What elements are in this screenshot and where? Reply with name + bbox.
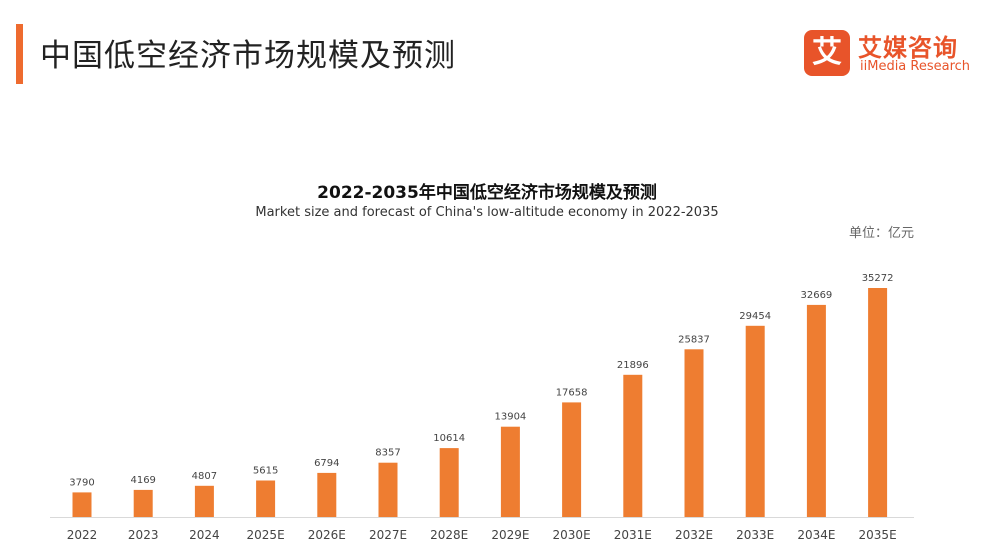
value-label-2026E: 6794 — [314, 458, 339, 469]
x-tick-label-2029E: 2029E — [491, 528, 529, 542]
bar-2035E — [868, 288, 888, 517]
unit-label: 单位：亿元 — [848, 226, 914, 241]
value-label-2028E: 10614 — [433, 433, 465, 444]
bar-2022 — [72, 492, 92, 517]
x-tick-label-2023: 2023 — [128, 528, 159, 542]
bar-2023 — [133, 489, 153, 517]
bar-2032E — [684, 349, 704, 517]
chart-title: 2022-2035年中国低空经济市场规模及预测 — [317, 183, 657, 203]
x-tick-label-2031E: 2031E — [614, 528, 652, 542]
x-tick-label-2028E: 2028E — [430, 528, 468, 542]
value-label-2029E: 13904 — [494, 412, 526, 423]
bar-2025E — [256, 480, 276, 517]
value-label-2030E: 17658 — [556, 387, 588, 398]
x-tick-label-2027E: 2027E — [369, 528, 407, 542]
x-tick-label-2034E: 2034E — [797, 528, 835, 542]
logo-name-en: iiMedia Research — [860, 59, 971, 74]
page-title: 中国低空经济市场规模及预测 — [40, 38, 456, 74]
iimedia-logo: 艾 艾媒咨询 iiMedia Research — [804, 30, 974, 80]
value-label-2035E: 35272 — [862, 273, 894, 284]
logo-mark-icon: 艾 — [804, 30, 850, 76]
bar-2030E — [562, 402, 582, 517]
x-tick-label-2032E: 2032E — [675, 528, 713, 542]
x-tick-label-2030E: 2030E — [553, 528, 591, 542]
chart-subtitle: Market size and forecast of China's low-… — [255, 205, 719, 220]
bar-2024 — [194, 485, 214, 517]
title-accent-bar — [16, 24, 23, 84]
value-label-2024: 4807 — [192, 471, 217, 482]
bar-2026E — [317, 472, 337, 517]
bar-2031E — [623, 374, 643, 517]
bar-2027E — [378, 462, 398, 517]
value-label-2027E: 8357 — [375, 448, 400, 459]
x-tick-label-2033E: 2033E — [736, 528, 774, 542]
logo-name-cn: 艾媒咨询 — [858, 34, 958, 62]
value-label-2031E: 21896 — [617, 360, 649, 371]
bar-2033E — [745, 325, 765, 517]
bar-2034E — [806, 304, 826, 517]
value-label-2023: 4169 — [130, 475, 155, 486]
x-tick-label-2025E: 2025E — [247, 528, 285, 542]
x-tick-label-2022: 2022 — [67, 528, 98, 542]
value-label-2033E: 29454 — [739, 311, 771, 322]
bar-2029E — [500, 426, 520, 517]
value-label-2022: 3790 — [69, 477, 94, 488]
x-tick-label-2024: 2024 — [189, 528, 220, 542]
value-label-2025E: 5615 — [253, 466, 278, 477]
x-tick-label-2035E: 2035E — [859, 528, 897, 542]
x-tick-label-2026E: 2026E — [308, 528, 346, 542]
bar-2028E — [439, 448, 459, 517]
value-label-2032E: 25837 — [678, 334, 710, 345]
value-label-2034E: 32669 — [800, 290, 832, 301]
